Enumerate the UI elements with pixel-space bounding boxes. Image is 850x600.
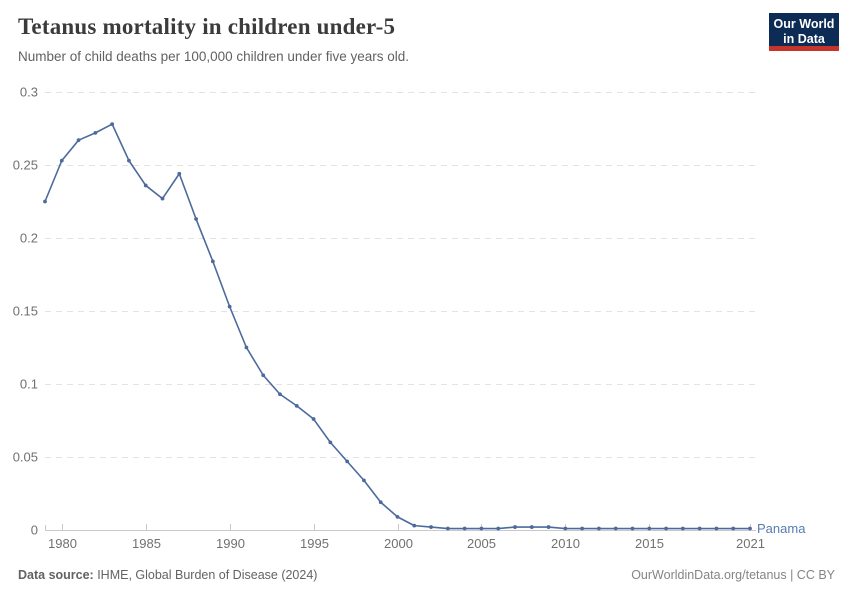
y-tick-label: 0 [31, 523, 38, 538]
data-point[interactable] [546, 525, 551, 529]
data-point[interactable] [395, 514, 400, 519]
data-source-label: Data source: [18, 568, 94, 582]
data-point[interactable] [563, 526, 568, 531]
page-title: Tetanus mortality in children under-5 [18, 14, 396, 39]
data-point[interactable] [210, 259, 215, 264]
credit-link[interactable]: OurWorldinData.org/tetanus | CC BY [631, 568, 835, 582]
data-point[interactable] [43, 199, 47, 204]
x-tick-label: 1995 [300, 536, 329, 551]
chart-header: Tetanus mortality in children under-5 Nu… [18, 14, 748, 64]
data-point[interactable] [580, 526, 585, 531]
owid-logo-line1: Our World [773, 17, 835, 31]
data-point[interactable] [345, 459, 350, 464]
data-point[interactable] [143, 183, 148, 188]
data-source-text: IHME, Global Burden of Disease (2024) [93, 568, 318, 582]
data-point[interactable] [731, 526, 736, 531]
x-tick-label: 2021 [736, 536, 765, 551]
data-point[interactable] [362, 478, 366, 483]
data-point[interactable] [462, 526, 467, 531]
y-tick-label: 0.3 [20, 85, 38, 100]
chart-footer: Data source: IHME, Global Burden of Dise… [18, 568, 835, 582]
data-point[interactable] [110, 122, 115, 127]
data-point[interactable] [244, 345, 249, 350]
data-point[interactable] [278, 392, 282, 397]
y-tick-label: 0.2 [20, 231, 38, 246]
data-point[interactable] [93, 130, 98, 135]
x-tick-label: 1990 [216, 536, 245, 551]
data-point[interactable] [597, 526, 601, 531]
data-point[interactable] [496, 526, 501, 531]
data-point[interactable] [227, 304, 232, 309]
data-point[interactable] [127, 158, 131, 163]
x-tick-label: 2015 [635, 536, 664, 551]
data-point[interactable] [714, 526, 719, 531]
data-point[interactable] [529, 525, 534, 529]
y-tick-label: 0.05 [13, 450, 38, 465]
data-point[interactable] [261, 373, 266, 378]
y-tick-label: 0.1 [20, 377, 38, 392]
data-point[interactable] [294, 404, 299, 408]
entity-label-panama[interactable]: Panama [757, 521, 806, 536]
data-point[interactable] [160, 196, 165, 201]
data-point[interactable] [680, 526, 685, 531]
data-point[interactable] [647, 526, 652, 531]
x-tick-label: 1985 [132, 536, 161, 551]
data-point[interactable] [479, 526, 484, 531]
data-source[interactable]: Data source: IHME, Global Burden of Dise… [18, 568, 317, 582]
data-point[interactable] [412, 523, 417, 528]
y-tick-label: 0.25 [13, 158, 38, 173]
y-tick-label: 0.15 [13, 304, 38, 319]
data-point[interactable] [513, 525, 517, 529]
x-tick-label: 2010 [551, 536, 580, 551]
data-point[interactable] [748, 526, 752, 531]
data-point[interactable] [194, 217, 198, 221]
data-point[interactable] [76, 138, 81, 143]
data-point[interactable] [311, 417, 316, 421]
x-tick-label: 2005 [467, 536, 496, 551]
data-point[interactable] [664, 526, 668, 531]
data-point[interactable] [429, 525, 433, 529]
data-point[interactable] [445, 526, 450, 531]
x-tick-label: 1980 [48, 536, 77, 551]
data-point[interactable] [59, 158, 64, 163]
owid-logo-line2: in Data [783, 31, 825, 46]
data-point[interactable] [697, 526, 702, 531]
series-line-panama [44, 123, 751, 530]
data-point[interactable] [378, 500, 383, 505]
data-point[interactable] [630, 526, 635, 531]
chart-subtitle: Number of child deaths per 100,000 child… [18, 49, 409, 64]
x-tick-label: 2000 [384, 536, 413, 551]
data-point[interactable] [613, 526, 618, 531]
owid-logo[interactable]: Our World in Data [769, 13, 839, 51]
data-point[interactable] [177, 171, 182, 176]
data-point[interactable] [328, 440, 333, 445]
